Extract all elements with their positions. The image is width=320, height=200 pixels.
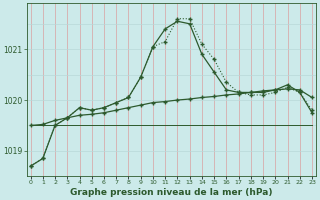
X-axis label: Graphe pression niveau de la mer (hPa): Graphe pression niveau de la mer (hPa) bbox=[70, 188, 273, 197]
